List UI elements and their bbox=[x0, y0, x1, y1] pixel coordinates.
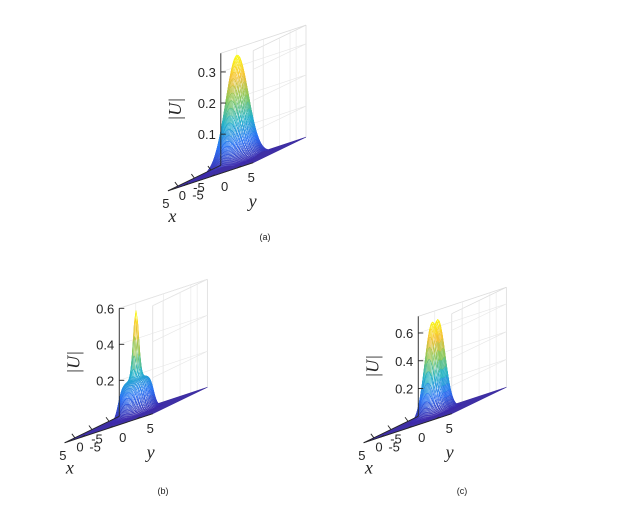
z-tick-label: 0.4 bbox=[96, 337, 114, 352]
y-axis-label: y bbox=[247, 191, 257, 211]
x-tick-label: 0 bbox=[375, 440, 382, 455]
y-axis-label: y bbox=[444, 442, 454, 462]
y-tick-label: 5 bbox=[147, 421, 154, 436]
y-tick-label: -5 bbox=[192, 188, 204, 203]
x-tick-label: -5 bbox=[193, 180, 205, 195]
z-tick-label: 0.6 bbox=[96, 301, 114, 316]
z-axis-label: |U| bbox=[63, 351, 83, 374]
y-tick-label: 0 bbox=[221, 179, 228, 194]
axes-lines bbox=[64, 307, 153, 444]
y-tick-label: -5 bbox=[89, 439, 101, 454]
panel-caption: (c) bbox=[457, 486, 468, 496]
z-tick-label: 0.2 bbox=[198, 96, 216, 111]
panel-caption: (b) bbox=[158, 486, 169, 496]
panel-caption: (a) bbox=[260, 232, 271, 242]
surface-mesh bbox=[407, 318, 462, 426]
z-tick-label: 0.3 bbox=[198, 65, 216, 80]
z-tick-label: 0.1 bbox=[198, 127, 216, 142]
x-tick-label: 5 bbox=[162, 196, 169, 211]
x-tick-label: 5 bbox=[358, 448, 365, 463]
surface-mesh bbox=[108, 310, 164, 426]
y-tick-label: 5 bbox=[248, 170, 255, 185]
surface-mesh bbox=[199, 54, 275, 179]
z-tick-label: 0.2 bbox=[96, 373, 114, 388]
y-tick-label: 0 bbox=[418, 430, 425, 445]
x-axis-label: x bbox=[65, 458, 74, 478]
x-tick-label: 0 bbox=[76, 440, 83, 455]
x-tick-label: -5 bbox=[390, 431, 402, 446]
y-axis-label: y bbox=[145, 442, 155, 462]
z-axis-label: |U| bbox=[165, 98, 185, 121]
y-tick-label: -5 bbox=[388, 439, 400, 454]
z-tick-label: 0.4 bbox=[395, 354, 413, 369]
x-axis-label: x bbox=[167, 206, 176, 226]
axes-lines bbox=[363, 316, 452, 444]
x-tick-label: 5 bbox=[59, 448, 66, 463]
y-tick-label: 0 bbox=[119, 430, 126, 445]
x-tick-label: 0 bbox=[179, 188, 186, 203]
axes-box bbox=[118, 278, 208, 417]
axes-lines bbox=[167, 53, 254, 192]
x-axis-label: x bbox=[364, 458, 373, 478]
y-tick-label: 5 bbox=[446, 421, 453, 436]
x-tick-label: -5 bbox=[91, 431, 103, 446]
z-tick-label: 0.2 bbox=[395, 382, 413, 397]
z-tick-label: 0.6 bbox=[395, 326, 413, 341]
z-axis-label: |U| bbox=[362, 355, 382, 378]
